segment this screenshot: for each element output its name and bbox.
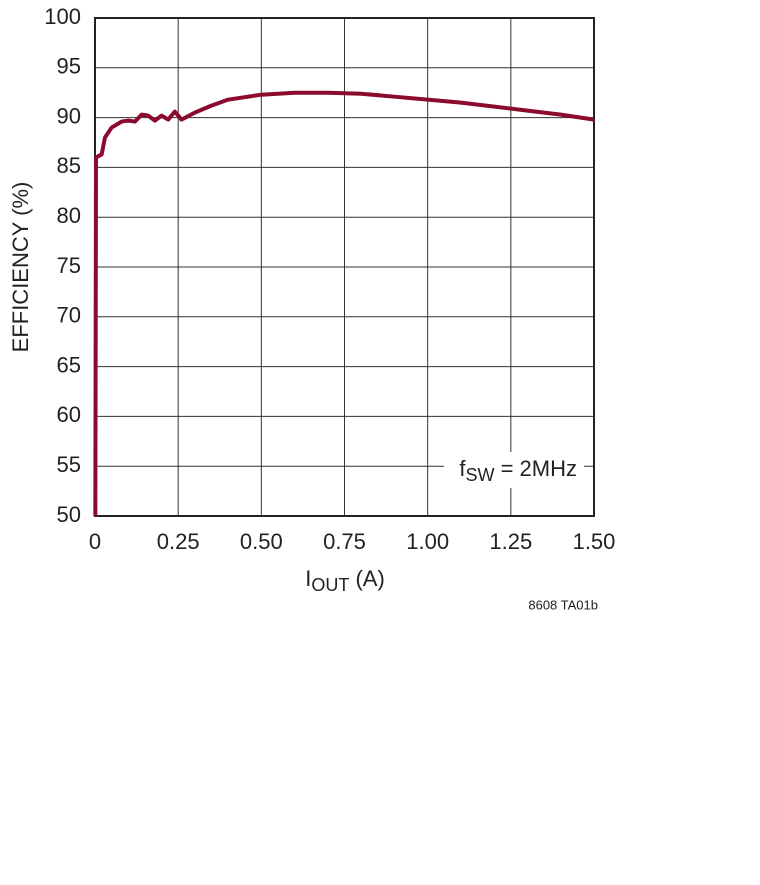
x-label-main: I [305, 566, 311, 591]
x-label-rest: (A) [349, 566, 384, 591]
y-tick-label: 70 [57, 303, 81, 328]
annotation-sub: SW [465, 465, 494, 485]
x-tick-label: 1.25 [489, 529, 532, 554]
y-tick-label: 85 [57, 153, 81, 178]
annotation-bg [444, 452, 584, 488]
note: 8608 TA01b [528, 597, 598, 612]
x-tick-label: 1.50 [573, 529, 616, 554]
y-tick-label: 65 [57, 352, 81, 377]
efficiency-line [93, 90, 595, 517]
x-tick-label: 1.00 [406, 529, 449, 554]
annotation-rest: = 2MHz [494, 456, 577, 481]
x-tick-label: 0.75 [323, 529, 366, 554]
y-tick-label: 60 [57, 402, 81, 427]
x-tick-label: 0.50 [240, 529, 283, 554]
annotation-main: f [459, 456, 466, 481]
y-tick-label: 75 [57, 253, 81, 278]
x-tick-label: 0 [89, 529, 101, 554]
y-tick-label: 55 [57, 452, 81, 477]
x-tick-label: 0.25 [157, 529, 200, 554]
x-axis-label: IOUT (A) [305, 566, 385, 595]
y-tick-label: 100 [44, 4, 81, 29]
y-tick-label: 90 [57, 103, 81, 128]
annotation: fSW = 2MHz [459, 456, 577, 485]
y-axis-label: EFFICIENCY (%) [8, 182, 33, 353]
y-tick-label: 95 [57, 54, 81, 79]
y-tick-label: 50 [57, 502, 81, 527]
y-tick-label: 80 [57, 203, 81, 228]
x-label-sub: OUT [311, 575, 349, 595]
